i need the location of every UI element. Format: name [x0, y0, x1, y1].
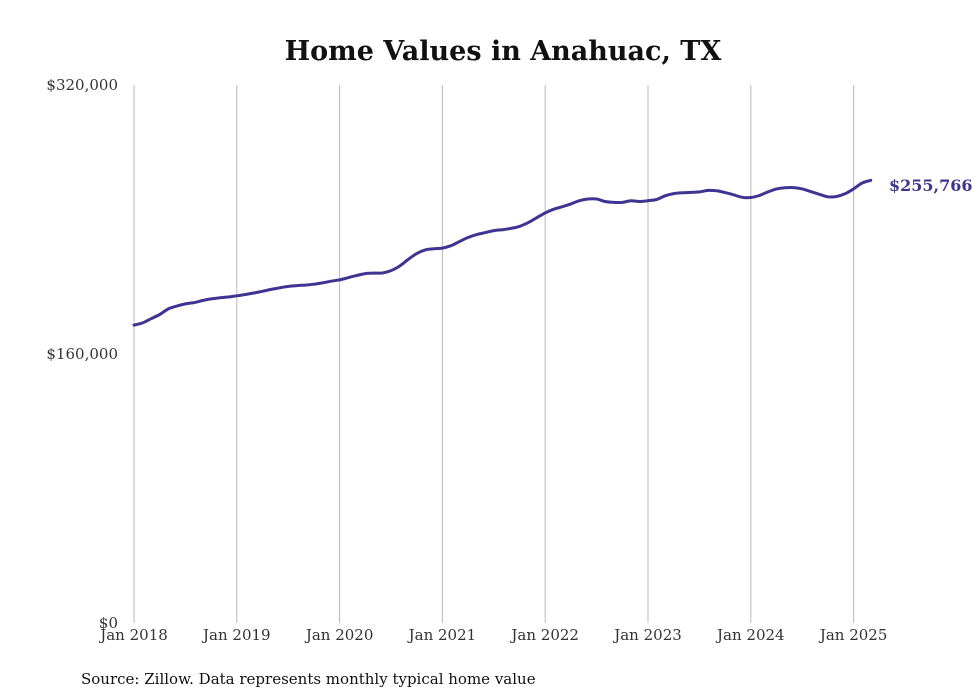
x-tick-label: Jan 2022: [509, 626, 579, 644]
y-tick-label: $320,000: [46, 76, 118, 94]
x-tick-label: Jan 2020: [304, 626, 374, 644]
x-tick-label: Jan 2021: [407, 626, 477, 644]
home-value-line: [132, 178, 873, 327]
end-value-label: $255,766: [889, 176, 973, 195]
x-tick-label: Jan 2019: [201, 626, 271, 644]
x-tick-label: Jan 2023: [612, 626, 682, 644]
x-axis: Jan 2018 Jan 2019 Jan 2020 Jan 2021 Jan 2022…: [98, 626, 887, 644]
y-tick-label: $160,000: [46, 345, 118, 363]
chart-title: Home Values in Anahuac, TX: [285, 36, 722, 67]
x-tick-label: Jan 2018: [98, 626, 168, 644]
series-layer: [132, 178, 873, 327]
y-tick-label: $0: [99, 614, 118, 632]
y-axis: $0 $160,000 $320,000: [46, 76, 118, 632]
gridlines: [133, 85, 855, 623]
x-tick-label: Jan 2025: [818, 626, 888, 644]
x-tick-label: Jan 2024: [715, 626, 785, 644]
source-note: Source: Zillow. Data represents monthly …: [81, 670, 536, 688]
